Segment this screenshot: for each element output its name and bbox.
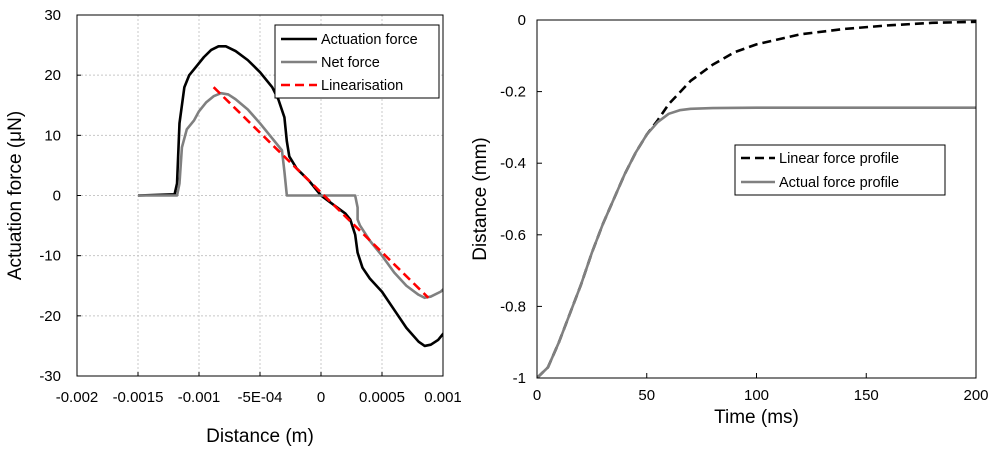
legend-label: Actuation force	[321, 32, 418, 48]
x-axis-label: Distance (m)	[206, 426, 314, 447]
x-tick-label: 0	[533, 387, 541, 404]
y-tick-label: -30	[39, 368, 61, 385]
x-tick-label: 50	[638, 387, 655, 404]
y-tick-label: -10	[39, 248, 61, 265]
legend-label: Linear force profile	[779, 151, 899, 167]
legend-box	[734, 144, 946, 196]
y-tick-label: -1	[513, 370, 526, 387]
x-tick-label: 100	[744, 387, 769, 404]
y-tick-label: -0.6	[500, 227, 526, 244]
actuation-force-chart: -0.002-0.0015-0.001-5E-0400.00050.0010.0…	[5, 7, 462, 447]
series-line-net-force	[138, 91, 443, 300]
legend-label: Actual force profile	[779, 175, 899, 191]
legend: Linear force profile Actual force profile	[734, 144, 946, 196]
series-line-linearisation	[212, 86, 430, 299]
y-tick-label: 20	[44, 67, 61, 84]
y-tick-label: 30	[44, 7, 61, 24]
y-tick-label: 0	[53, 188, 61, 205]
series-line-actual-force-profile	[537, 106, 976, 378]
x-tick-label: -0.002	[56, 389, 99, 406]
legend: Actuation force Net force Linearisation	[274, 24, 440, 99]
plot-area	[537, 20, 976, 378]
y-axis-label: Distance (mm)	[470, 137, 491, 261]
x-tick-label: -0.0015	[113, 389, 164, 406]
y-tick-label: 0	[518, 12, 526, 29]
y-tick-label: -0.2	[500, 84, 526, 101]
x-tick-label: 0	[317, 389, 325, 406]
y-tick-label: -0.4	[500, 155, 526, 172]
x-tick-label: -5E-04	[237, 389, 282, 406]
x-tick-label: 200	[963, 387, 988, 404]
x-axis-label: Time (ms)	[714, 407, 799, 428]
legend-label: Net force	[321, 55, 380, 71]
x-tick-label: 150	[854, 387, 879, 404]
x-tick-label: 0.0005	[359, 389, 405, 406]
x-tick-label: 0.001	[424, 389, 462, 406]
y-axis-label: Actuation force (μN)	[5, 111, 26, 280]
y-tick-label: -0.8	[500, 298, 526, 315]
legend-label: Linearisation	[321, 78, 403, 94]
x-tick-label: -0.001	[178, 389, 221, 406]
y-tick-label: 10	[44, 127, 61, 144]
y-tick-label: -20	[39, 308, 61, 325]
